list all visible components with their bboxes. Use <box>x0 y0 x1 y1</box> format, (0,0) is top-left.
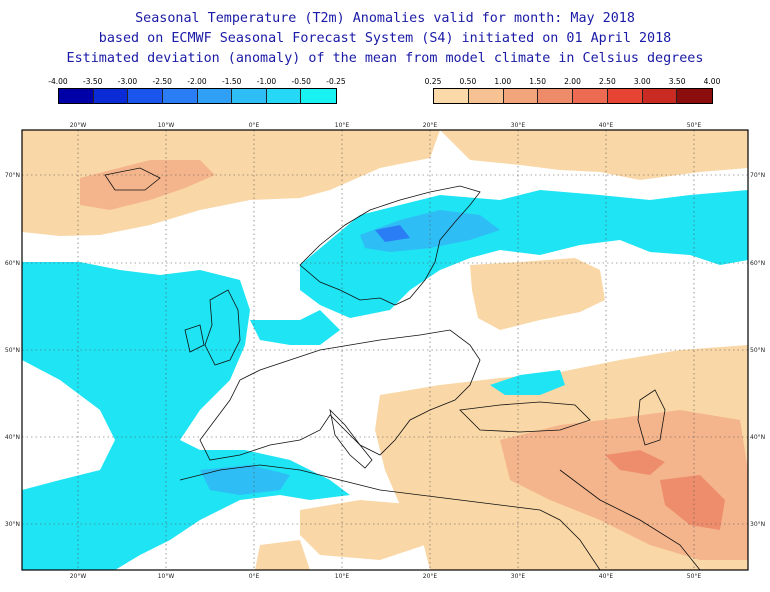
warm-anomaly-middle-east-core <box>500 410 748 560</box>
legend_negative-label: -1.00 <box>256 77 277 86</box>
coastlines <box>104 167 701 570</box>
longitude-label-bottom: 10°E <box>335 573 350 580</box>
longitude-label-bottom: 40°E <box>599 573 614 580</box>
legend_negative-label: -2.00 <box>187 77 207 86</box>
legend_positive-label: 0.50 <box>459 77 477 86</box>
coast-caspian <box>637 389 666 446</box>
coast-italy <box>329 408 373 469</box>
legend_negative-label: -4.00 <box>48 77 68 86</box>
legend_negative-label: -2.50 <box>152 77 172 86</box>
legend_positive-swatch <box>434 89 469 103</box>
cold-anomaly-iberia-core <box>200 465 290 495</box>
cold-anomaly-scandinavia-core <box>360 210 500 252</box>
legend_positive-label: 3.00 <box>633 77 651 86</box>
legend_positive-label: 4.00 <box>703 77 721 86</box>
legend_negative-swatch <box>301 89 336 103</box>
longitude-label-bottom: 50°E <box>687 573 702 580</box>
legend_positive-label: 2.00 <box>564 77 581 86</box>
latitude-label-left: 40°N <box>5 434 20 441</box>
coast-arabia <box>559 469 701 570</box>
cold-anomaly-norway-peak <box>375 225 410 242</box>
legend_negative-swatch <box>128 89 163 103</box>
warm-anomaly-north-atlantic-core <box>80 160 215 210</box>
latitude-label-right: 70°N <box>750 172 765 179</box>
legend_positive-swatch <box>538 89 573 103</box>
coast-britain <box>204 289 241 366</box>
warm-anomaly-north-africa <box>300 500 425 560</box>
coast-ireland <box>184 324 205 353</box>
legend_negative-swatch <box>266 89 302 103</box>
warm-anomaly-barents <box>440 130 748 180</box>
map-frame <box>21 129 749 571</box>
anomaly-fields <box>22 130 748 570</box>
longitude-label-top: 20°E <box>423 122 438 129</box>
coast-iceland <box>104 167 161 191</box>
cold-anomaly-atlantic <box>22 262 350 570</box>
warm-anomaly-arabia-peak <box>605 450 665 475</box>
coast-scandinavia <box>299 185 481 306</box>
legend_positive-swatch <box>573 89 608 103</box>
legend_positive-label: 1.00 <box>494 77 512 86</box>
latitude-label-right: 40°N <box>750 434 765 441</box>
latitude-label-left: 70°N <box>5 172 20 179</box>
coast-continental-europe <box>199 329 481 461</box>
longitude-label-top: 50°E <box>687 122 702 129</box>
warm-anomaly-west-africa <box>255 540 310 570</box>
legend_positive-swatch <box>677 89 712 103</box>
legend_positive-label: 3.50 <box>668 77 686 86</box>
legend_negative-swatch <box>59 89 94 103</box>
legend_negative-swatch <box>197 89 233 103</box>
legend_negative-swatch <box>162 89 198 103</box>
legend_positive-swatch <box>503 89 539 103</box>
legend_positive-label: 0.25 <box>424 77 442 86</box>
legend_positive-swatch <box>607 89 643 103</box>
longitude-label-top: 40°E <box>599 122 614 129</box>
latitude-label-left: 30°N <box>5 521 20 528</box>
latitude-label-left: 60°N <box>5 260 20 267</box>
graticule: 20°W 20°W 10°W 10°W 0°E 0°E 10°E 10°E 20°E 20°E 30… <box>5 122 765 580</box>
cold-anomaly-black-sea <box>490 370 565 395</box>
legend_negative-label: -0.50 <box>291 77 311 86</box>
longitude-label-bottom: 20°E <box>423 573 438 580</box>
latitude-label-right: 60°N <box>750 260 765 267</box>
coast-north-africa <box>179 464 601 570</box>
negative-legend-colorbar <box>58 88 337 104</box>
legend_positive-label: 2.50 <box>599 77 616 86</box>
legend_positive-label: 1.50 <box>529 77 546 86</box>
legend_positive-swatch <box>468 89 504 103</box>
longitude-label-top: 10°W <box>158 122 175 129</box>
legend_negative-label: -3.50 <box>83 77 103 86</box>
longitude-label-top: 30°E <box>511 122 526 129</box>
chart-title-block: Seasonal Temperature (T2m) Anomalies val… <box>0 9 770 69</box>
legend_negative-label: -3.00 <box>117 77 138 86</box>
legend_negative-label: -1.50 <box>222 77 242 86</box>
longitude-label-bottom: 20°W <box>70 573 87 580</box>
longitude-label-bottom: 10°W <box>158 573 175 580</box>
legend_negative-label: -0.25 <box>326 77 346 86</box>
title-line-2: based on ECMWF Seasonal Forecast System … <box>98 31 672 46</box>
title-line-1: Seasonal Temperature (T2m) Anomalies val… <box>135 11 635 26</box>
legend_negative-swatch <box>232 89 267 103</box>
latitude-label-right: 30°N <box>750 521 765 528</box>
cold-anomaly-north-sea <box>250 310 340 345</box>
latitude-label-left: 50°N <box>5 347 20 354</box>
title-line-3: Estimated deviation (anomaly) of the mea… <box>66 51 704 66</box>
warm-anomaly-russia <box>470 258 605 330</box>
longitude-label-top: 20°W <box>70 122 87 129</box>
legend_negative-swatch <box>93 89 129 103</box>
longitude-label-bottom: 30°E <box>511 573 526 580</box>
longitude-label-bottom: 0°E <box>249 573 260 580</box>
positive-legend-colorbar <box>433 88 713 104</box>
legend_positive-swatch <box>642 89 678 103</box>
longitude-label-top: 10°E <box>335 122 350 129</box>
warm-anomaly-iran-peak <box>660 475 725 530</box>
coast-turkey <box>459 401 591 433</box>
latitude-label-right: 50°N <box>750 347 765 354</box>
longitude-label-top: 0°E <box>249 122 260 129</box>
warm-anomaly-north-atlantic <box>22 130 440 236</box>
